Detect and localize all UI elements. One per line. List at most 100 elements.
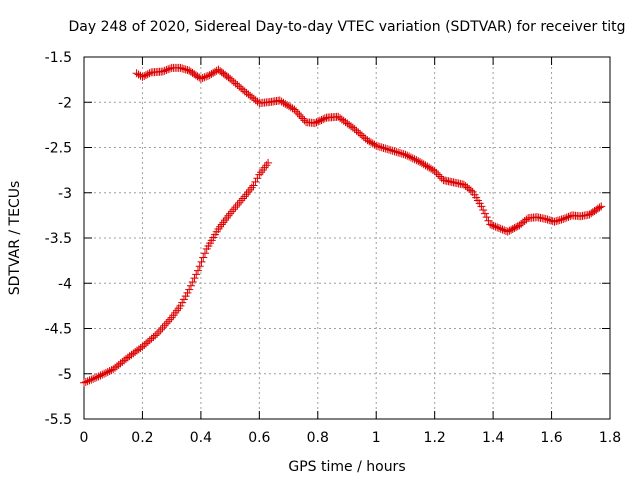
data-point xyxy=(235,198,244,207)
data-point xyxy=(560,214,569,223)
data-point xyxy=(195,262,204,271)
data-point xyxy=(557,215,566,224)
series-2 xyxy=(132,63,606,236)
data-point xyxy=(507,225,516,234)
data-point xyxy=(421,161,430,170)
data-point xyxy=(81,378,90,387)
data-point xyxy=(379,143,388,152)
data-point xyxy=(238,194,247,203)
data-point xyxy=(203,71,212,80)
data-point xyxy=(508,224,517,233)
data-point xyxy=(388,146,397,155)
data-point xyxy=(487,221,496,230)
data-point xyxy=(484,216,493,225)
data-point xyxy=(375,142,384,151)
data-point xyxy=(522,215,531,224)
y-tick-label: -5 xyxy=(58,367,72,383)
x-tick-label: 1.8 xyxy=(599,430,621,446)
x-axis-label: GPS time / hours xyxy=(288,459,405,475)
data-point xyxy=(383,145,392,154)
data-point xyxy=(425,163,434,172)
grid-lines xyxy=(84,57,610,419)
data-point xyxy=(512,223,521,232)
data-point xyxy=(414,157,423,166)
x-tick-label: 1.4 xyxy=(482,430,504,446)
chart-title: Day 248 of 2020, Sidereal Day-to-day VTE… xyxy=(69,19,626,35)
data-point xyxy=(423,162,432,171)
data-point xyxy=(158,323,167,332)
data-point xyxy=(160,321,169,330)
data-point xyxy=(143,337,152,346)
data-point xyxy=(595,203,604,212)
data-point xyxy=(231,203,240,212)
data-point xyxy=(372,141,381,150)
data-point xyxy=(226,209,235,218)
data-point xyxy=(275,96,284,105)
data-point xyxy=(541,214,550,223)
data-point xyxy=(100,369,109,378)
data-point xyxy=(216,222,225,231)
data-point xyxy=(284,102,293,111)
data-point xyxy=(176,301,185,310)
data-point xyxy=(430,167,439,176)
data-point xyxy=(348,123,357,132)
data-point xyxy=(198,73,207,82)
data-point xyxy=(354,128,363,137)
data-point xyxy=(178,298,187,307)
x-tick-label: 1 xyxy=(372,430,381,446)
data-point xyxy=(165,64,174,73)
data-point xyxy=(92,373,101,382)
data-point xyxy=(221,216,230,225)
data-point xyxy=(202,72,211,81)
data-point xyxy=(196,74,205,83)
data-point xyxy=(181,292,190,301)
data-point xyxy=(503,227,512,236)
data-point xyxy=(179,295,188,304)
data-point xyxy=(381,144,390,153)
data-point xyxy=(156,325,165,334)
data-point xyxy=(295,110,304,119)
data-point xyxy=(480,209,489,218)
data-point xyxy=(496,224,505,233)
data-point xyxy=(162,319,171,328)
data-point xyxy=(408,154,417,163)
data-point xyxy=(370,140,379,149)
data-point xyxy=(253,174,262,183)
data-point xyxy=(562,213,571,222)
data-point xyxy=(90,374,99,383)
data-point xyxy=(222,213,231,222)
data-point xyxy=(224,211,233,220)
data-point xyxy=(553,216,562,225)
data-point xyxy=(240,192,249,201)
data-point xyxy=(494,224,503,233)
data-point xyxy=(101,368,110,377)
x-tick-label: 0.8 xyxy=(307,430,329,446)
x-tick-label: 0 xyxy=(80,430,89,446)
data-point xyxy=(143,70,152,79)
data-point xyxy=(489,221,498,230)
data-point xyxy=(597,202,606,211)
data-point xyxy=(200,73,209,82)
data-point xyxy=(315,116,324,125)
data-point xyxy=(185,285,194,294)
y-tick-label: -3.5 xyxy=(45,231,72,247)
tick-labels: 0 0.2 0.4 0.6 0.8 1 1.2 1.4 1.6 1.8 -5.5 -5 -4.5 -4 -3… xyxy=(45,50,621,446)
data-point xyxy=(80,378,88,387)
data-point xyxy=(356,129,365,138)
y-tick-label: -2 xyxy=(58,95,72,111)
data-point xyxy=(374,142,383,151)
data-point xyxy=(105,367,114,376)
data-point xyxy=(160,66,169,75)
data-point xyxy=(153,329,162,338)
data-point xyxy=(427,164,436,173)
y-axis-label: SDTVAR / TECUs xyxy=(7,181,23,296)
data-point xyxy=(293,109,302,118)
data-point xyxy=(245,185,254,194)
data-point xyxy=(555,216,564,225)
data-point xyxy=(237,196,246,205)
data-point xyxy=(377,143,386,152)
plot-frame xyxy=(83,56,611,420)
data-point xyxy=(392,147,401,156)
data-point xyxy=(145,69,154,78)
